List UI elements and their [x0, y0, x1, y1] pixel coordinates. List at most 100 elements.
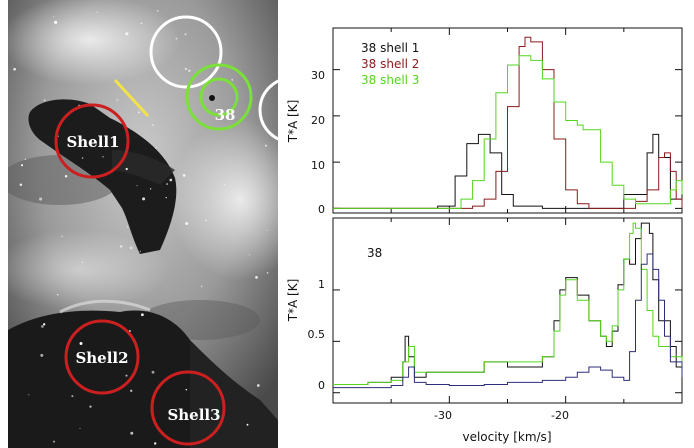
- white-beam-circle: [258, 79, 278, 141]
- star: [125, 32, 129, 36]
- spectrum-panel-bottom: 0 0.5 1 T*A [K] 38 -30 -20 velocity [km/…: [286, 217, 683, 444]
- star: [246, 423, 249, 426]
- star: [169, 178, 173, 182]
- series-line-38-shell-1: [333, 133, 683, 209]
- legend-entry-38-shell-3: 38 shell 3: [361, 73, 419, 87]
- star: [165, 197, 167, 199]
- star: [61, 235, 63, 238]
- star: [96, 11, 98, 13]
- star: [20, 164, 24, 167]
- region-38-inner-circle: [199, 77, 239, 117]
- star: [119, 245, 123, 248]
- y-tick-label-top: 20: [311, 114, 325, 127]
- star: [129, 330, 131, 332]
- star: [185, 388, 188, 391]
- shell2-circle: [64, 319, 140, 395]
- star: [28, 394, 30, 396]
- star: [40, 324, 44, 328]
- cloud-rim: [59, 299, 151, 314]
- shell1-circle: [54, 103, 130, 179]
- y-tick-label-top: 30: [311, 69, 325, 82]
- series-line-38-shell-2: [333, 36, 683, 209]
- legend-entry-38-shell-1: 38 shell 1: [361, 41, 419, 55]
- star: [24, 158, 27, 161]
- dark-knot: [209, 95, 215, 101]
- star: [125, 167, 128, 171]
- dark-cloud: [190, 340, 278, 448]
- star: [116, 99, 119, 101]
- nebula-image-panel: 38 Shell1 Shell2 Shell3: [8, 0, 278, 448]
- star: [89, 405, 92, 408]
- star: [256, 384, 260, 387]
- star: [155, 147, 157, 149]
- star: [129, 246, 133, 250]
- star: [185, 222, 189, 225]
- star: [184, 67, 188, 71]
- star: [200, 285, 203, 288]
- series-group-bottom: [333, 222, 683, 389]
- star: [102, 156, 104, 158]
- star: [166, 183, 168, 185]
- y-axis-label-bottom: T*A [K]: [286, 279, 300, 323]
- star: [130, 389, 133, 392]
- star: [154, 442, 157, 445]
- star: [64, 175, 68, 178]
- shell3-label: Shell3: [167, 406, 220, 424]
- star: [43, 323, 46, 326]
- y-tick-label-top: 0: [318, 203, 325, 216]
- star: [266, 229, 268, 232]
- star-field: [13, 9, 269, 445]
- star: [13, 67, 16, 71]
- x-axis-label: velocity [km/s]: [462, 430, 551, 444]
- star: [231, 79, 234, 81]
- star: [81, 157, 84, 159]
- star: [56, 293, 59, 296]
- series-group-top: [333, 36, 683, 209]
- star: [127, 226, 129, 228]
- star: [264, 144, 267, 147]
- star: [81, 261, 84, 263]
- star: [248, 254, 250, 256]
- y-tick-label-bottom: 0: [318, 379, 325, 392]
- star: [184, 33, 187, 36]
- star: [182, 174, 186, 177]
- x-tick-label: -20: [551, 409, 569, 422]
- nebula-bright-region: [170, 120, 278, 280]
- star: [137, 111, 140, 114]
- star: [136, 185, 138, 187]
- nebula-bright-region: [8, 0, 180, 85]
- star: [130, 431, 134, 435]
- star: [79, 427, 81, 430]
- legend-entry-38-shell-2: 38 shell 2: [361, 57, 419, 71]
- star: [53, 440, 55, 443]
- star: [140, 22, 143, 25]
- star: [266, 272, 269, 274]
- star: [19, 183, 23, 186]
- region-38-label: 38: [215, 106, 236, 124]
- pillar-wisp: [112, 150, 175, 185]
- star: [188, 69, 191, 72]
- star: [71, 395, 74, 398]
- series-line-38-green: [333, 222, 683, 385]
- star: [43, 99, 46, 102]
- star: [39, 197, 43, 201]
- shell3-circle: [150, 370, 226, 446]
- white-beam-circle: [149, 15, 223, 89]
- panel-title-38: 38: [367, 246, 382, 260]
- nebula-bright-region: [8, 230, 170, 310]
- star: [40, 353, 44, 357]
- star: [224, 184, 226, 186]
- region-38-outer-circle: [185, 63, 253, 131]
- yellow-slit-marker: [113, 78, 150, 118]
- y-tick-label-top: 10: [311, 159, 325, 172]
- tick-marks-bottom: [332, 218, 683, 403]
- shell1-label: Shell1: [66, 133, 119, 151]
- star: [175, 37, 178, 40]
- star: [57, 135, 59, 137]
- star: [151, 370, 155, 374]
- star: [156, 9, 159, 12]
- y-tick-label-bottom: 0.5: [308, 328, 326, 341]
- star: [152, 124, 154, 126]
- dark-cloud: [8, 310, 200, 448]
